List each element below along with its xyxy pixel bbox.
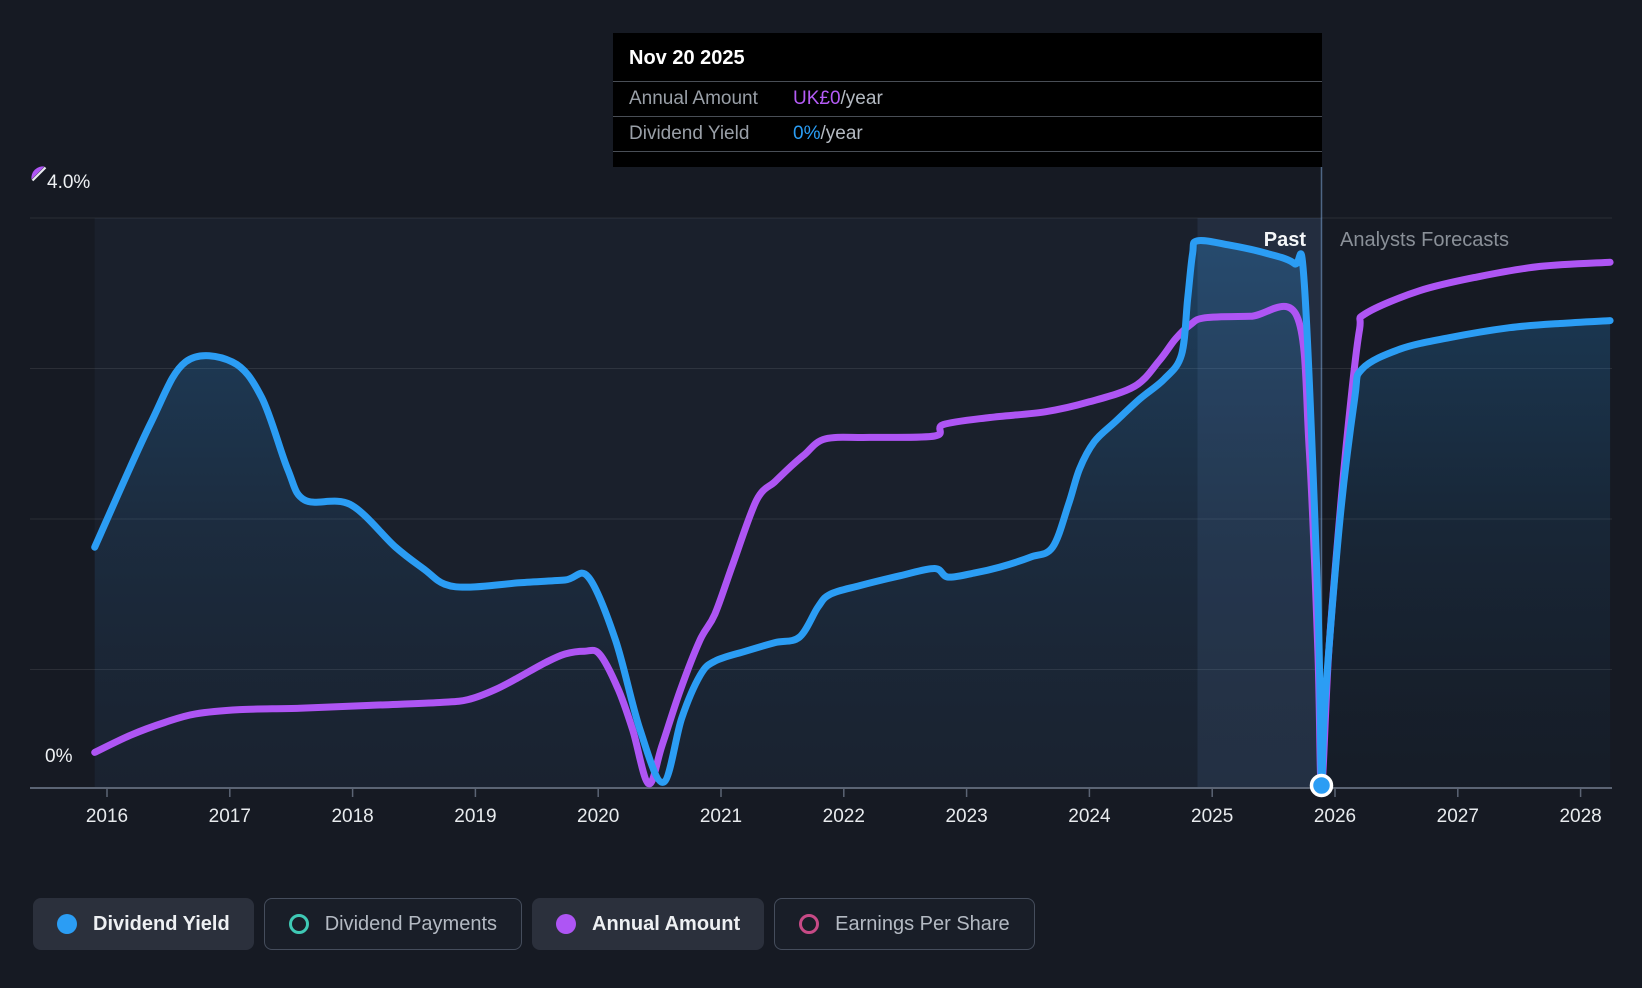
dividend-yield-area	[94, 240, 1611, 789]
purple-corner-glyph	[31, 166, 47, 182]
tooltip-value-dividend-yield: 0%	[793, 123, 821, 144]
y-axis-zero-label: 0%	[45, 746, 73, 767]
legend-item-dividend-payments[interactable]: Dividend Payments	[263, 898, 523, 950]
filled-dot-icon	[57, 914, 77, 934]
legend-item-label: Dividend Yield	[93, 912, 230, 935]
x-tick-label: 2028	[1559, 806, 1602, 827]
tooltip-date: Nov 20 2025	[629, 47, 745, 69]
legend: Dividend Yield Dividend Payments Annual Am…	[33, 898, 1035, 950]
tooltip-row-dividend-yield: Dividend Yield 0% /year	[613, 116, 1322, 151]
x-axis	[30, 787, 1612, 797]
tooltip-value-annual-amount: UK£0	[793, 88, 841, 109]
tooltip-label-dividend-yield: Dividend Yield	[629, 123, 750, 144]
legend-item-dividend-yield[interactable]: Dividend Yield	[33, 898, 254, 950]
x-tick-label: 2016	[85, 806, 129, 827]
tooltip-bottom-rule	[613, 151, 1322, 167]
legend-item-earnings-per-share[interactable]: Earnings Per Share	[774, 898, 1035, 950]
x-tick-label: 2022	[822, 806, 865, 827]
hollow-circle-icon	[288, 914, 309, 934]
legend-item-annual-amount[interactable]: Annual Amount	[532, 898, 765, 950]
x-tick-label: 2024	[1068, 806, 1111, 827]
hover-marker-dot	[1309, 773, 1334, 798]
x-tick-label: 2019	[454, 806, 497, 827]
legend-item-label: Annual Amount	[592, 912, 741, 935]
chart-tooltip: Nov 20 2025 Annual Amount UK£0 /year Div…	[613, 33, 1322, 167]
hollow-circle-icon	[799, 914, 820, 934]
tooltip-suffix-dividend-yield: /year	[820, 123, 863, 144]
x-tick-label: 2027	[1436, 806, 1479, 827]
x-tick-label: 2026	[1313, 806, 1357, 827]
analysts-forecasts-label: Analysts Forecasts	[1340, 229, 1509, 251]
x-tick-label: 2023	[945, 806, 988, 827]
filled-dot-icon	[556, 914, 577, 934]
x-tick-label: 2017	[208, 806, 251, 827]
x-axis-labels: 2016 2017 2018 2019 2020 2021 2022 2023 2024 2025…	[0, 806, 1642, 836]
x-tick-label: 2020	[577, 806, 620, 827]
x-tick-label: 2021	[699, 806, 743, 827]
x-tick-label: 2025	[1191, 806, 1234, 827]
past-label: Past	[1263, 229, 1306, 251]
y-axis-max-label: 4.0%	[47, 172, 91, 193]
tooltip-row-annual-amount: Annual Amount UK£0 /year	[613, 81, 1322, 116]
legend-item-label: Dividend Payments	[324, 912, 498, 935]
tooltip-suffix-annual-amount: /year	[840, 88, 883, 109]
tooltip-label-annual-amount: Annual Amount	[629, 88, 758, 109]
x-tick-label: 2018	[331, 806, 374, 827]
legend-item-label: Earnings Per Share	[835, 912, 1010, 935]
